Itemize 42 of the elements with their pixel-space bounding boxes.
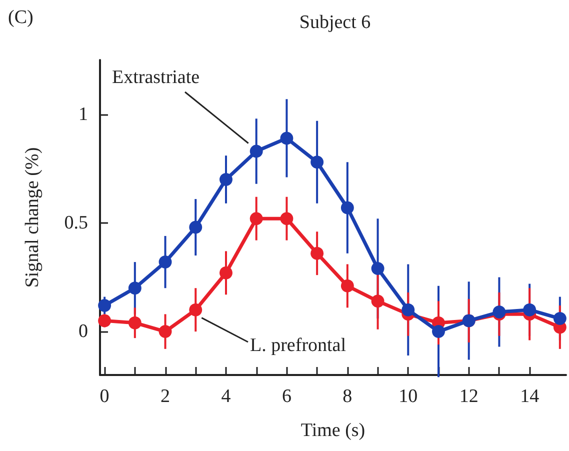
point bbox=[340, 279, 354, 292]
text: Extrastriate bbox=[112, 67, 200, 88]
x-tick-label: 12 bbox=[459, 386, 478, 407]
y-tick-label: 1 bbox=[78, 104, 88, 125]
y-tick-label: 0.5 bbox=[64, 212, 88, 234]
chart-title: Subject 6 bbox=[299, 12, 371, 33]
x-tick-label: 14 bbox=[520, 386, 540, 407]
point bbox=[340, 201, 354, 214]
point bbox=[158, 325, 172, 338]
point bbox=[402, 303, 415, 316]
point bbox=[128, 316, 142, 330]
point bbox=[553, 312, 566, 326]
x-tick-label: 0 bbox=[100, 386, 110, 407]
point bbox=[371, 294, 384, 308]
point bbox=[158, 256, 172, 269]
point bbox=[128, 282, 142, 295]
x-tick-label: 4 bbox=[221, 386, 232, 407]
point bbox=[220, 172, 232, 186]
point bbox=[280, 212, 294, 226]
point bbox=[432, 325, 445, 338]
point bbox=[189, 303, 202, 316]
point bbox=[310, 246, 324, 260]
point bbox=[280, 132, 294, 145]
x-tick-label: 10 bbox=[398, 386, 418, 407]
y-axis-title: Signal change (%) bbox=[22, 147, 43, 288]
x-axis-title: Time (s) bbox=[300, 420, 366, 441]
x-tick-label: 2 bbox=[160, 386, 170, 407]
point bbox=[98, 298, 112, 312]
x-tick-label: 8 bbox=[342, 386, 352, 407]
point bbox=[310, 156, 324, 169]
point bbox=[250, 144, 263, 158]
point bbox=[220, 266, 232, 280]
point bbox=[98, 314, 112, 328]
point bbox=[371, 262, 384, 276]
point bbox=[492, 306, 506, 318]
text: (C) bbox=[8, 7, 34, 28]
y-tick-label: 0 bbox=[78, 321, 88, 342]
point bbox=[250, 212, 263, 226]
point bbox=[189, 220, 202, 234]
text: L. prefrontal bbox=[250, 335, 346, 356]
x-tick-label: 6 bbox=[282, 386, 292, 407]
point bbox=[523, 303, 536, 316]
